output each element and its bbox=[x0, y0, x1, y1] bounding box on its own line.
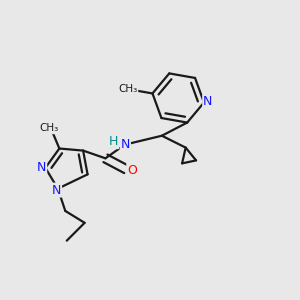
Text: N: N bbox=[37, 161, 46, 174]
Text: CH₃: CH₃ bbox=[39, 123, 58, 133]
Text: N: N bbox=[121, 138, 130, 151]
Text: H: H bbox=[109, 135, 118, 148]
Text: CH₃: CH₃ bbox=[118, 84, 137, 94]
Text: O: O bbox=[127, 164, 137, 177]
Text: N: N bbox=[52, 184, 61, 196]
Text: N: N bbox=[203, 95, 212, 108]
